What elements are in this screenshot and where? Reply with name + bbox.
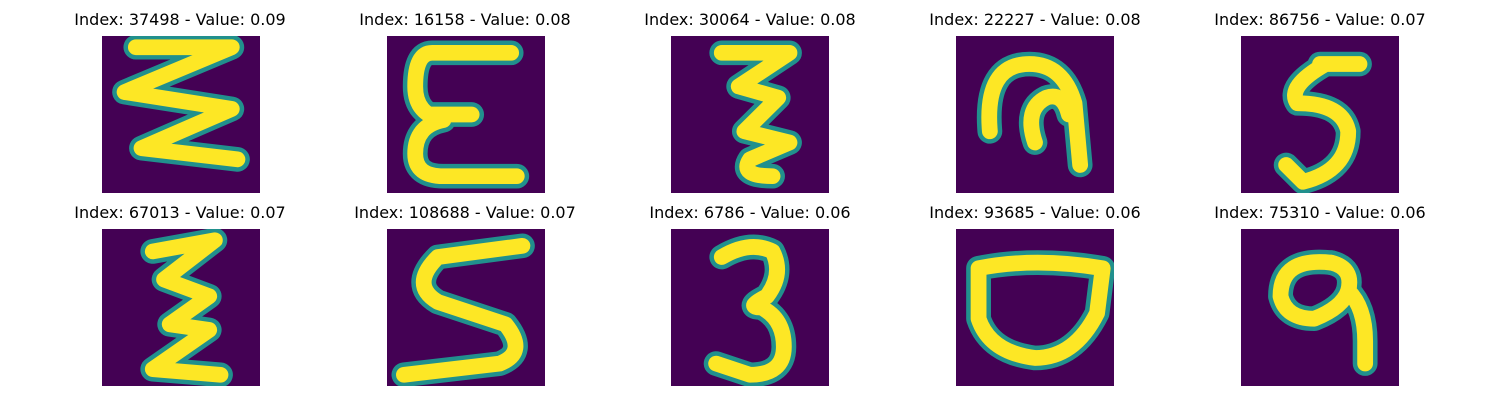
digit-image — [956, 36, 1114, 193]
glyph-stroke — [144, 232, 229, 383]
panel-title: Index: 16158 - Value: 0.08 — [359, 10, 571, 29]
digit-image — [387, 229, 545, 386]
glyph-stroke — [1278, 56, 1368, 190]
image-panel: Index: 6786 - Value: 0.06 — [600, 203, 900, 393]
image-panel: Index: 67013 - Value: 0.07 — [30, 203, 330, 393]
panel-title: Index: 37498 - Value: 0.09 — [74, 10, 286, 29]
digit-image — [956, 229, 1114, 386]
panel-title: Index: 108688 - Value: 0.07 — [354, 203, 576, 222]
panel-title: Index: 6786 - Value: 0.06 — [649, 203, 851, 222]
digit-image — [1241, 229, 1399, 386]
image-panel: Index: 93685 - Value: 0.06 — [885, 203, 1185, 393]
panel-title: Index: 67013 - Value: 0.07 — [74, 203, 286, 222]
digit-image — [102, 36, 260, 193]
digit-image — [1241, 36, 1399, 193]
glyph-stroke — [970, 254, 1111, 366]
glyph-stroke — [1023, 88, 1077, 151]
panel-title: Index: 93685 - Value: 0.06 — [929, 203, 1141, 222]
image-panel: Index: 86756 - Value: 0.07 — [1170, 10, 1470, 200]
digit-image — [671, 36, 829, 193]
panel-title: Index: 22227 - Value: 0.08 — [929, 10, 1141, 29]
panel-title: Index: 86756 - Value: 0.07 — [1214, 10, 1426, 29]
glyph-stroke — [1323, 254, 1358, 299]
glyph-stroke — [396, 237, 531, 383]
glyph-stroke — [981, 56, 1089, 173]
glyph-stroke — [708, 239, 792, 383]
glyph-stroke — [1272, 254, 1374, 372]
digit-image — [671, 229, 829, 386]
image-panel: Index: 22227 - Value: 0.08 — [885, 10, 1185, 200]
image-panel: Index: 30064 - Value: 0.08 — [600, 10, 900, 200]
image-panel: Index: 108688 - Value: 0.07 — [315, 203, 615, 393]
image-panel: Index: 37498 - Value: 0.09 — [30, 10, 330, 200]
image-panel: Index: 16158 - Value: 0.08 — [315, 10, 615, 200]
image-panel: Index: 75310 - Value: 0.06 — [1170, 203, 1470, 393]
glyph-stroke — [116, 39, 246, 168]
digit-image — [102, 229, 260, 386]
digit-image — [387, 36, 545, 193]
panel-title: Index: 30064 - Value: 0.08 — [644, 10, 856, 29]
glyph-stroke — [713, 44, 798, 185]
panel-title: Index: 75310 - Value: 0.06 — [1214, 203, 1426, 222]
